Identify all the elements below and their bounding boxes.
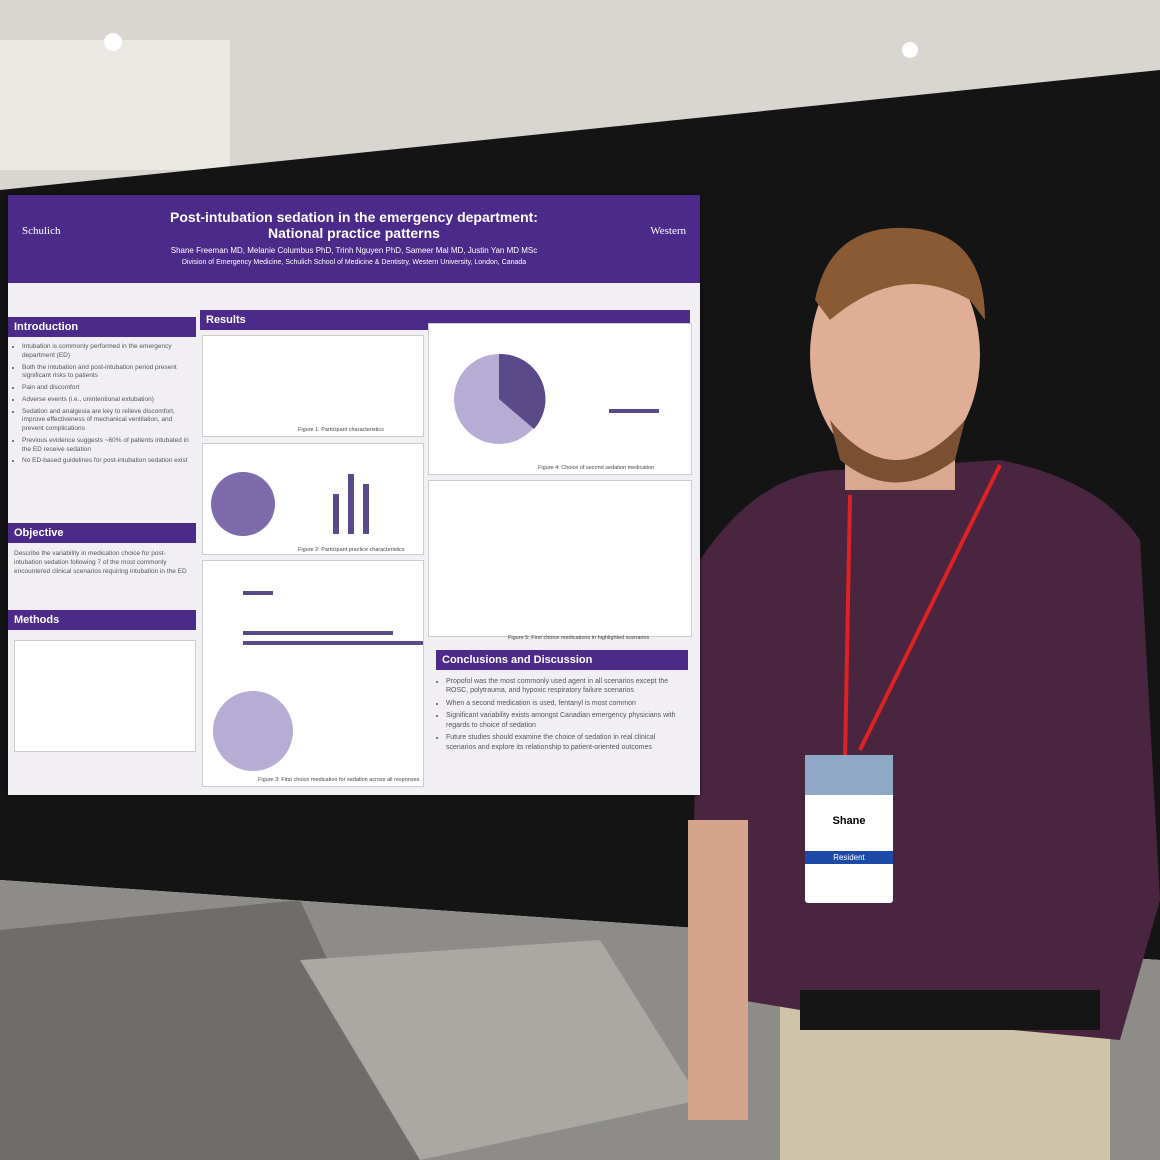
belt (800, 990, 1100, 1030)
ceiling-light (104, 33, 122, 51)
bullet-list: Intubation is commonly performed in the … (12, 343, 192, 466)
wall-panel (0, 40, 230, 170)
bullet: When a second medication is used, fentan… (446, 699, 686, 708)
figure-panel (202, 335, 424, 437)
figure-caption: Figure 2: Participant practice character… (298, 547, 405, 553)
poster-banner: Schulich Western Post-intubation sedatio… (8, 195, 700, 283)
bullet: Sedation and analgesia are key to reliev… (22, 408, 192, 434)
bullet: Propofol was the most commonly used agen… (446, 677, 686, 696)
figure-caption: Figure 5: First choice medications in hi… (508, 635, 650, 641)
pie (213, 691, 293, 771)
logo-right: Western (650, 225, 686, 237)
arm (688, 820, 748, 1120)
objective-text: Describe the variability in medication c… (14, 550, 187, 575)
bullet: Both the intubation and post-intubation … (22, 364, 192, 382)
name-badge: Shane Resident (805, 755, 893, 903)
bullet: Intubation is commonly performed in the … (22, 343, 192, 361)
figure-panel (428, 323, 692, 475)
poster: Schulich Western Post-intubation sedatio… (8, 195, 700, 795)
figure-caption: Figure 3: First choice medication for se… (258, 777, 420, 783)
bullet: Adverse events (i.e., unintentional extu… (22, 396, 192, 405)
figure-caption: Figure 1: Participant characteristics (298, 427, 384, 433)
bar (243, 631, 393, 635)
authors: Shane Freeman MD, Melanie Columbus PhD, … (170, 246, 538, 255)
shirt (690, 460, 1160, 1040)
bar (609, 409, 659, 413)
title-line: National practice patterns (268, 225, 440, 241)
section-heading: Methods (8, 610, 196, 630)
bullet: Significant variability exists amongst C… (446, 711, 686, 730)
section-heading: Conclusions and Discussion (436, 650, 688, 670)
badge-role: Resident (805, 851, 893, 864)
badge-name: Shane (832, 815, 866, 827)
methods-diagram (14, 640, 196, 752)
bullet: Pain and discomfort (22, 384, 192, 393)
bar (348, 474, 354, 534)
figure-panel (202, 560, 424, 787)
poster-title: Post-intubation sedation in the emergenc… (8, 209, 700, 241)
bullet: Previous evidence suggests ~60% of patie… (22, 437, 192, 455)
bullet-list: Propofol was the most commonly used agen… (436, 677, 686, 752)
section-heading: Introduction (8, 317, 196, 337)
affiliation: Division of Emergency Medicine, Schulich… (181, 259, 527, 266)
bar (243, 591, 273, 595)
title-line: Post-intubation sedation in the emergenc… (170, 209, 538, 225)
bar (363, 484, 369, 534)
intro-text: Intubation is commonly performed in the … (12, 343, 192, 469)
figure (211, 472, 369, 536)
bar (333, 494, 339, 534)
figure (213, 591, 423, 771)
hair (815, 227, 985, 320)
section-heading: Objective (8, 523, 196, 543)
figure-panel (202, 443, 424, 555)
conclusions-text: Propofol was the most commonly used agen… (436, 677, 686, 755)
carpet-tile (300, 940, 700, 1160)
bullet: No ED-based guidelines for post-intubati… (22, 457, 192, 466)
beard (830, 420, 965, 483)
figure-panel (428, 480, 692, 637)
lanyard (843, 464, 1002, 761)
bullet: Future studies should examine the choice… (446, 733, 686, 752)
figure (454, 353, 659, 444)
badge-photo (805, 755, 893, 795)
logo-left: Schulich (22, 225, 61, 237)
pie-slice (499, 353, 546, 429)
ceiling-light (902, 42, 918, 58)
bar (243, 641, 423, 645)
figure-caption: Figure 4: Choice of second sedation medi… (538, 465, 655, 471)
pie (211, 472, 275, 536)
